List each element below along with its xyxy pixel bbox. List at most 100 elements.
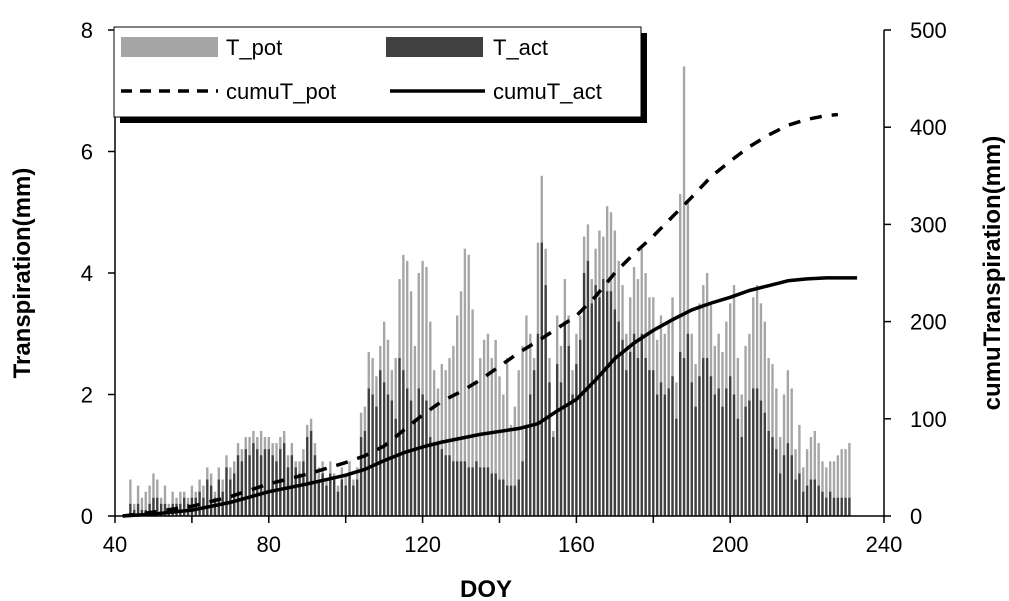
t-act-bar xyxy=(248,455,251,516)
t-act-bar xyxy=(332,479,336,516)
t-act-bar xyxy=(579,339,582,516)
t-pot-bar xyxy=(148,485,151,517)
t-act-bar xyxy=(729,376,732,516)
t-pot-bar xyxy=(133,503,136,516)
legend-swatch-t-pot xyxy=(121,37,218,57)
t-act-bar xyxy=(317,479,320,516)
t-act-bar xyxy=(736,418,740,516)
t-act-bar xyxy=(828,491,832,516)
y-tick-label: 8 xyxy=(81,18,93,43)
t-pot-bar xyxy=(494,339,497,516)
t-act-bar xyxy=(571,394,574,516)
y-axis-title: Transpiration(mm) xyxy=(9,168,36,379)
t-pot-bar xyxy=(509,424,513,517)
t-act-bar xyxy=(448,455,451,516)
t-act-bar xyxy=(659,382,663,516)
t-act-bar xyxy=(129,503,132,516)
t-pot-bar xyxy=(805,449,809,516)
x-axis-title: DOY xyxy=(460,576,512,601)
t-act-bar xyxy=(752,388,755,516)
t-act-bar xyxy=(471,467,474,516)
t-act-bar xyxy=(532,370,536,516)
t-pot-bar xyxy=(821,461,824,516)
t-pot-bar xyxy=(136,485,140,517)
t-pot-bar xyxy=(482,339,486,516)
t-pot-bar xyxy=(809,437,813,516)
cumut-pot-line xyxy=(122,112,839,518)
t-act-bar xyxy=(698,376,701,516)
t-act-bar xyxy=(844,497,847,516)
t-act-bar xyxy=(817,485,820,517)
t-act-bar xyxy=(440,449,444,516)
y2-tick-label: 500 xyxy=(910,18,947,43)
t-act-bar xyxy=(490,473,493,516)
t-pot-bar xyxy=(825,467,828,516)
t-act-bar xyxy=(759,400,763,516)
t-act-bar xyxy=(625,370,628,516)
t-pot-bar xyxy=(486,333,490,516)
t-pot-bar xyxy=(144,491,147,516)
t-act-bar xyxy=(163,503,167,516)
t-act-bar xyxy=(340,479,344,516)
t-act-bar xyxy=(282,443,286,516)
t-act-bar xyxy=(225,467,228,516)
t-pot-bar xyxy=(463,248,467,516)
t-act-bar xyxy=(356,479,359,516)
t-act-bar xyxy=(306,437,309,516)
t-act-bar xyxy=(336,491,340,516)
t-act-bar xyxy=(836,497,840,516)
t-act-bar xyxy=(432,443,436,516)
t-act-bar xyxy=(671,376,674,516)
t-act-bars xyxy=(129,242,851,517)
t-pot-bar xyxy=(471,309,474,516)
t-act-bar xyxy=(763,412,766,516)
t-act-bar xyxy=(748,400,751,516)
t-act-bar xyxy=(809,479,813,516)
t-act-bar xyxy=(240,461,244,516)
t-act-bar xyxy=(767,430,770,516)
t-act-bar xyxy=(486,467,490,516)
t-pot-bar xyxy=(140,497,144,516)
t-act-bar xyxy=(548,382,551,516)
t-act-bar xyxy=(398,358,401,516)
t-act-bar xyxy=(386,394,390,516)
t-act-bar xyxy=(725,388,728,516)
t-pot-bar xyxy=(521,345,524,516)
y-tick-label: 6 xyxy=(81,140,93,165)
cumut-act-line xyxy=(122,276,858,518)
t-pot-bar xyxy=(498,376,501,516)
t-act-bar xyxy=(621,339,624,516)
t-act-bar xyxy=(675,418,678,516)
x-tick-label: 40 xyxy=(103,532,127,557)
t-act-bar xyxy=(617,321,620,516)
t-act-bar xyxy=(425,400,428,516)
t-act-bar xyxy=(252,443,255,516)
t-act-bar xyxy=(352,485,355,517)
t-act-bar xyxy=(244,449,247,516)
t-pot-bar xyxy=(421,260,424,516)
t-act-bar xyxy=(421,394,424,516)
legend-label-cumut-act: cumuT_act xyxy=(493,79,602,104)
t-act-bar xyxy=(636,358,640,516)
t-act-bar xyxy=(136,503,140,516)
t-act-bar xyxy=(805,485,809,517)
t-act-bar xyxy=(694,406,697,516)
t-act-bar xyxy=(506,485,509,517)
cumulative-lines xyxy=(122,112,858,518)
t-act-bar xyxy=(156,497,159,516)
t-act-bar xyxy=(444,455,447,516)
t-act-bar xyxy=(375,406,378,516)
t-act-bar xyxy=(344,485,347,517)
y2-tick-label: 400 xyxy=(910,115,947,140)
t-pot-bar xyxy=(440,364,444,517)
t-pot-bar xyxy=(456,315,459,516)
t-act-bar xyxy=(394,418,397,516)
t-act-bar xyxy=(640,333,643,516)
t-act-bar xyxy=(529,394,532,516)
t-act-bar xyxy=(667,388,670,516)
t-pot-bar xyxy=(506,358,509,516)
t-pot-bar xyxy=(844,449,847,516)
t-act-bar xyxy=(309,430,313,516)
t-act-bar xyxy=(436,443,440,516)
